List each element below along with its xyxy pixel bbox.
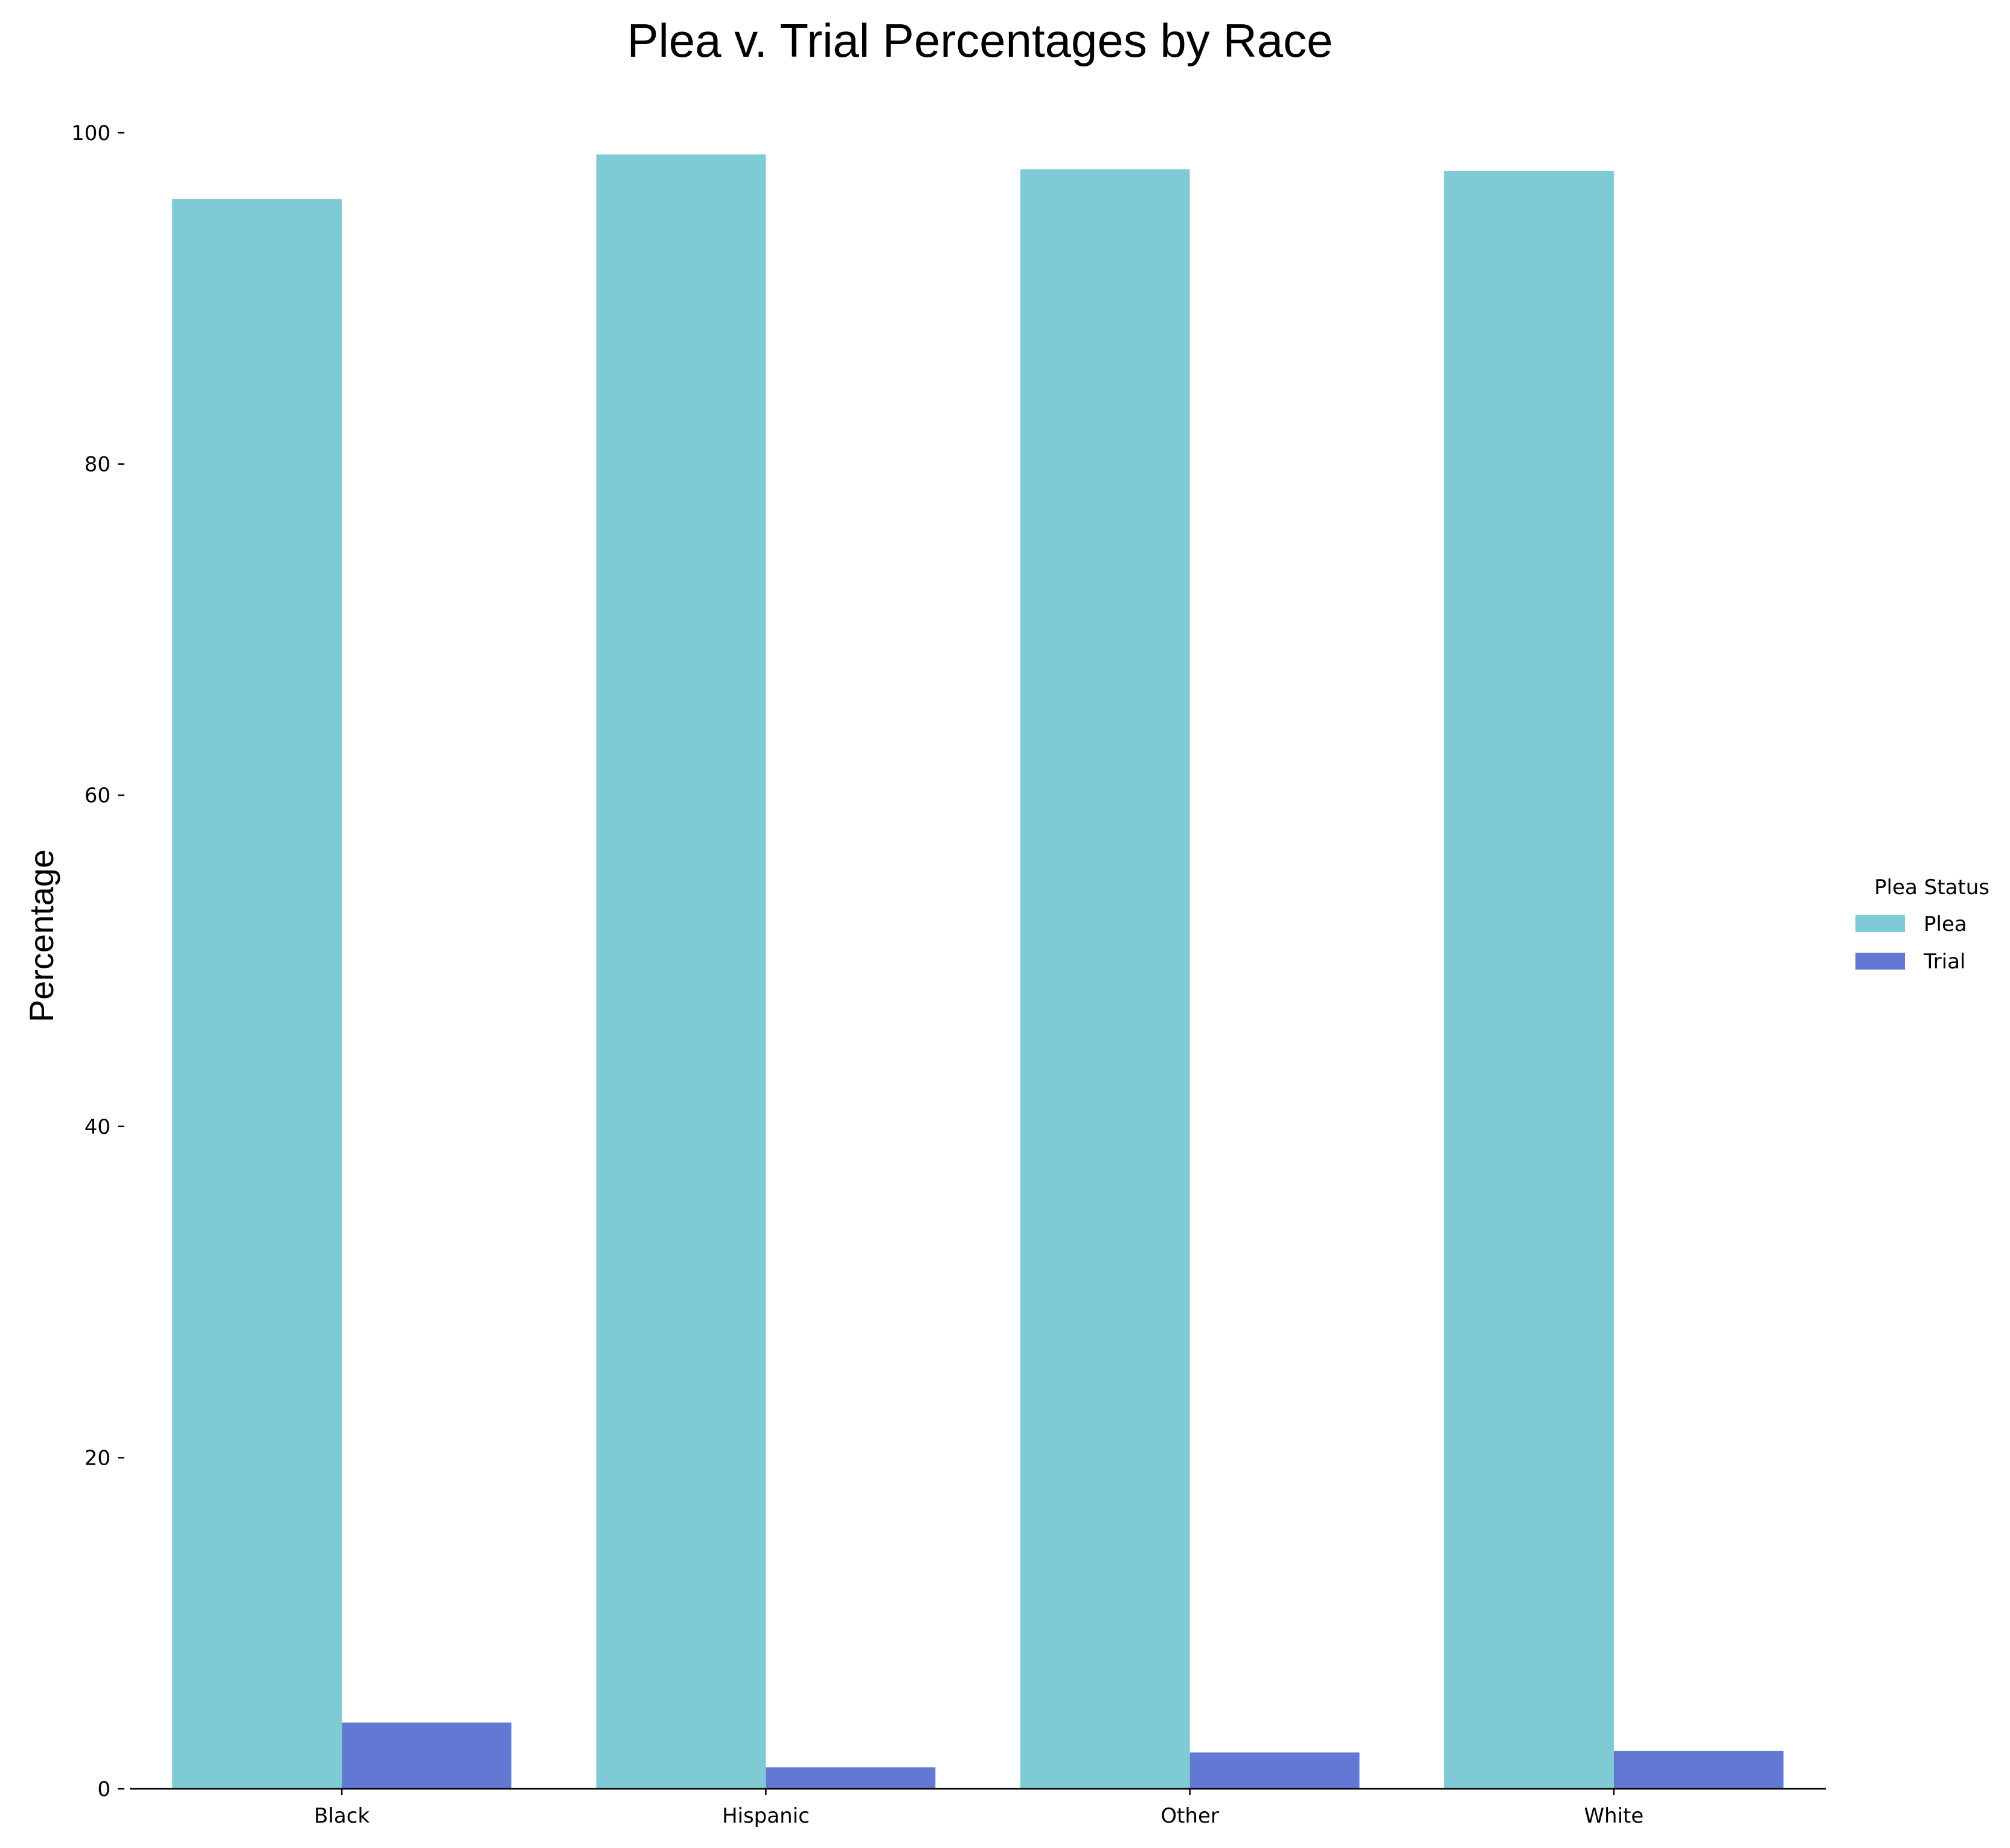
bar-plea-hispanic	[596, 154, 766, 1789]
x-tick-label: Black	[314, 1804, 370, 1828]
legend-label-trial: Trial	[1923, 950, 1965, 974]
legend: Plea Status Plea Trial	[1855, 875, 1989, 974]
bars-group	[172, 154, 1784, 1789]
bar-trial-white	[1613, 1750, 1784, 1789]
bar-trial-other	[1189, 1752, 1360, 1789]
x-axis: Black Hispanic Other White	[130, 1788, 1826, 1828]
y-axis: 0 20 40 60 80 100	[71, 121, 124, 1802]
legend-swatch-plea	[1855, 915, 1905, 932]
y-tick-label: 80	[85, 453, 110, 477]
bar-trial-black	[342, 1722, 512, 1789]
y-tick-label: 20	[85, 1446, 110, 1470]
x-tick-label: White	[1584, 1804, 1644, 1828]
y-tick-label: 0	[97, 1777, 110, 1802]
legend-swatch-trial	[1855, 953, 1905, 970]
bar-plea-other	[1020, 169, 1190, 1789]
chart-title: Plea v. Trial Percentages by Race	[627, 14, 1333, 67]
bar-plea-black	[172, 199, 342, 1789]
y-tick-label: 40	[85, 1115, 110, 1139]
y-tick-label: 60	[85, 784, 110, 808]
bar-plea-white	[1444, 171, 1614, 1789]
bar-trial-hispanic	[766, 1767, 936, 1789]
y-axis-label: Percentage	[22, 849, 60, 1022]
y-tick-label: 100	[71, 121, 110, 145]
x-tick-label: Other	[1160, 1804, 1219, 1828]
legend-label-plea: Plea	[1924, 912, 1967, 936]
x-tick-label: Hispanic	[722, 1804, 810, 1828]
legend-title: Plea Status	[1874, 875, 1989, 900]
